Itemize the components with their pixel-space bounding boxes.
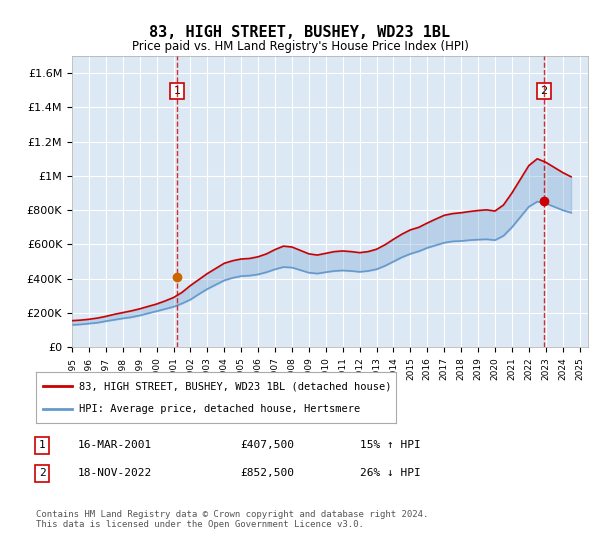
Text: 26% ↓ HPI: 26% ↓ HPI [360, 468, 421, 478]
Text: 18-NOV-2022: 18-NOV-2022 [78, 468, 152, 478]
Text: Contains HM Land Registry data © Crown copyright and database right 2024.
This d: Contains HM Land Registry data © Crown c… [36, 510, 428, 529]
Text: HPI: Average price, detached house, Hertsmere: HPI: Average price, detached house, Hert… [79, 404, 361, 414]
Text: 83, HIGH STREET, BUSHEY, WD23 1BL (detached house): 83, HIGH STREET, BUSHEY, WD23 1BL (detac… [79, 381, 392, 391]
Text: 2: 2 [540, 86, 547, 96]
Text: £852,500: £852,500 [240, 468, 294, 478]
Text: Price paid vs. HM Land Registry's House Price Index (HPI): Price paid vs. HM Land Registry's House … [131, 40, 469, 53]
Text: 1: 1 [38, 440, 46, 450]
Text: £407,500: £407,500 [240, 440, 294, 450]
Text: 83, HIGH STREET, BUSHEY, WD23 1BL: 83, HIGH STREET, BUSHEY, WD23 1BL [149, 25, 451, 40]
Text: 15% ↑ HPI: 15% ↑ HPI [360, 440, 421, 450]
Text: 16-MAR-2001: 16-MAR-2001 [78, 440, 152, 450]
Text: 1: 1 [173, 86, 181, 96]
Text: 2: 2 [38, 468, 46, 478]
